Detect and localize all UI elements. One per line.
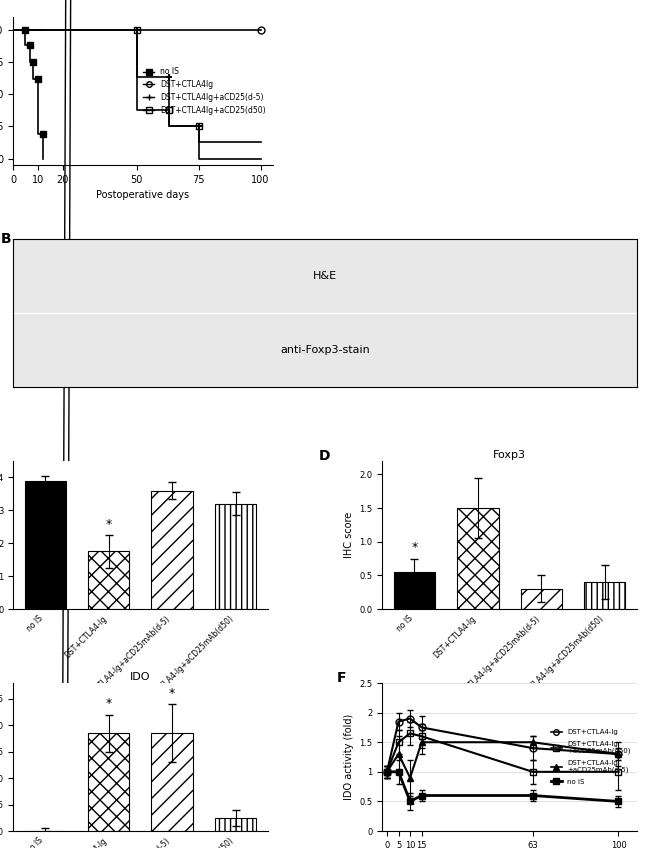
Title: IDO: IDO bbox=[130, 672, 151, 683]
Bar bbox=[151, 734, 192, 831]
Text: anti-Foxp3-stain: anti-Foxp3-stain bbox=[280, 345, 370, 355]
Bar bbox=[25, 481, 66, 609]
Bar bbox=[458, 508, 499, 609]
Text: *: * bbox=[169, 687, 176, 700]
Text: *: * bbox=[105, 517, 112, 531]
Bar bbox=[151, 491, 192, 609]
Bar bbox=[584, 582, 625, 609]
Bar bbox=[88, 734, 129, 831]
Text: H&E: H&E bbox=[313, 271, 337, 281]
Text: D: D bbox=[318, 449, 330, 463]
Text: *: * bbox=[411, 541, 417, 554]
Bar bbox=[215, 817, 256, 831]
Legend: DST+CTLA4-Ig, DST+CTLA4-Ig
+aCD25mAb(d50), DST+CTLA4-Ig
+aCD25mAb(d-5), no IS: DST+CTLA4-Ig, DST+CTLA4-Ig +aCD25mAb(d50… bbox=[549, 727, 634, 788]
Text: B: B bbox=[1, 232, 11, 246]
Y-axis label: IHC score: IHC score bbox=[344, 512, 354, 558]
X-axis label: Postoperative days: Postoperative days bbox=[96, 190, 190, 200]
Bar bbox=[394, 572, 435, 609]
Title: Foxp3: Foxp3 bbox=[493, 450, 526, 460]
Legend: no IS, DST+CTLA4Ig, DST+CTLA4Ig+aCD25(d-5), DST+CTLA4Ig+aCD25(d50): no IS, DST+CTLA4Ig, DST+CTLA4Ig+aCD25(d-… bbox=[140, 64, 269, 118]
Bar bbox=[521, 589, 562, 609]
Bar bbox=[215, 504, 256, 609]
Text: *: * bbox=[105, 697, 112, 711]
Bar bbox=[88, 551, 129, 609]
Text: F: F bbox=[337, 671, 346, 685]
Y-axis label: IDO activity (fold): IDO activity (fold) bbox=[344, 714, 354, 801]
